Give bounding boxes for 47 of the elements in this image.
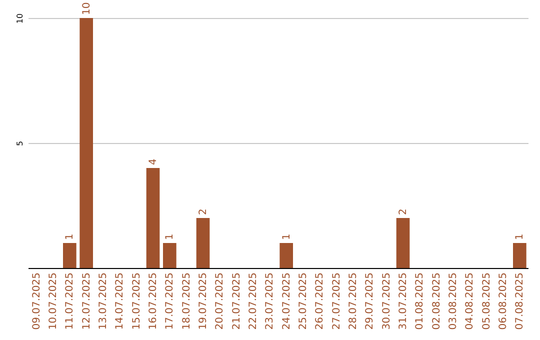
x-tick-label: 20.07.2025 [214,272,226,330]
bar [80,18,93,268]
x-tick-label: 31.07.2025 [398,272,409,330]
x-tick-label: 03.08.2025 [448,272,459,330]
bar [280,243,293,268]
bar [513,243,526,268]
x-tick-label: 30.07.2025 [381,272,392,330]
x-tick-label: 15.07.2025 [131,272,142,330]
x-tick-label: 23.07.2025 [264,272,276,330]
x-tick-label: 21.07.2025 [231,272,242,330]
x-tick-label: 02.08.2025 [431,272,442,330]
x-tick-label: 14.07.2025 [114,272,126,330]
data-label: 4 [148,158,159,165]
x-tick-label: 28.07.2025 [348,272,359,330]
x-tick-label: 01.08.2025 [414,272,426,330]
data-label: 2 [198,208,209,215]
x-tick-label: 17.07.2025 [164,272,176,330]
x-tick-label: 19.07.2025 [198,272,209,330]
x-tick-label: 11.07.2025 [64,272,76,330]
data-label: 10 [81,2,92,15]
bar [63,243,76,268]
data-label: 1 [514,234,526,240]
x-tick-label: 04.08.2025 [464,272,476,330]
x-tick-label: 18.07.2025 [181,272,192,330]
x-tick-label: 16.07.2025 [148,272,159,330]
x-tick-label: 13.07.2025 [98,272,109,330]
bar [396,218,410,268]
data-label: 1 [281,234,292,240]
y-tick-label: 5 [16,140,24,146]
x-tick-label: 06.08.2025 [498,272,509,330]
x-tick-label: 12.07.2025 [81,272,92,330]
x-tick-label: 24.07.2025 [281,272,292,330]
x-tick-label: 07.08.2025 [514,272,526,330]
bar [163,243,176,268]
x-tick-label: 27.07.2025 [331,272,342,330]
data-label: 1 [64,234,76,240]
x-tick-label: 25.07.2025 [298,272,309,330]
x-tick-label: 09.07.2025 [31,272,42,330]
bar [196,218,210,268]
x-tick-label: 26.07.2025 [314,272,326,330]
x-tick-label: 22.07.2025 [248,272,259,330]
x-tick-label: 05.08.2025 [481,272,492,330]
x-tick-label: 10.07.2025 [48,272,59,330]
x-tick-label: 29.07.2025 [364,272,376,330]
data-label: 1 [164,234,176,240]
bar [146,168,160,268]
data-label: 2 [398,208,409,215]
